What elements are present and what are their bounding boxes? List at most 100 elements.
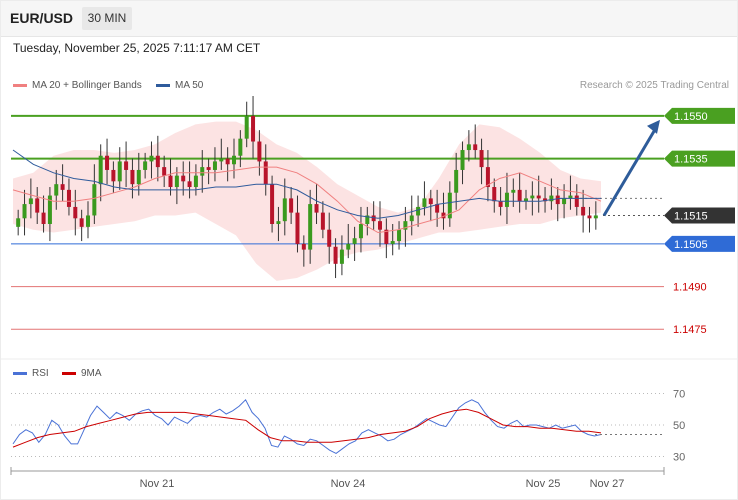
candle-body — [435, 204, 440, 213]
candle-body — [466, 144, 471, 151]
candle-body — [543, 198, 548, 202]
candle-body — [530, 195, 535, 199]
candle-body — [22, 204, 27, 219]
candle-body — [441, 212, 446, 219]
candle-body — [568, 195, 573, 199]
candle-body — [409, 215, 414, 222]
candle-body — [181, 175, 186, 182]
candle-body — [378, 221, 382, 230]
candle-body — [219, 158, 224, 162]
candle-body — [352, 238, 357, 244]
candle-body — [79, 218, 84, 227]
candle-body — [492, 187, 497, 202]
candle-body — [143, 161, 148, 170]
chart-datetime: Tuesday, November 25, 2025 7:11:17 AM CE… — [13, 41, 261, 55]
bollinger-band-area — [13, 121, 601, 281]
rsi-tick-30: 30 — [673, 452, 685, 464]
candle-body — [581, 206, 586, 216]
candle-body — [479, 150, 484, 168]
candle-body — [257, 141, 262, 162]
candle-body — [66, 189, 71, 207]
candle-body — [295, 212, 300, 244]
candle-body — [136, 169, 141, 185]
candle-body — [390, 241, 395, 244]
ma50-label: MA 50 — [175, 80, 204, 91]
rsi-tick-70: 70 — [673, 388, 685, 400]
candle-body — [289, 198, 294, 213]
level-label-1.1490: 1.1490 — [673, 282, 707, 294]
candle-body — [270, 184, 275, 224]
candle-body — [124, 161, 129, 170]
candle-body — [555, 195, 560, 205]
candle-body — [117, 161, 122, 182]
candle-body — [200, 167, 205, 176]
candle-body — [549, 195, 554, 202]
candle-body — [282, 198, 287, 222]
level-label-1.1475: 1.1475 — [673, 324, 707, 336]
timeframe-button[interactable]: 30 MIN — [82, 7, 132, 30]
level-tag-1.1535 — [664, 150, 735, 167]
legend-ma20: MA 20 + Bollinger Bands — [13, 80, 142, 91]
level-label-1.1550: 1.1550 — [674, 111, 708, 123]
candle-body — [130, 169, 135, 185]
candle-body — [276, 221, 281, 224]
candle-body — [168, 175, 173, 188]
ma20-label: MA 20 + Bollinger Bands — [32, 80, 142, 91]
level-tag-1.1550 — [664, 107, 735, 124]
candle-body — [511, 189, 516, 193]
ma20-line — [12, 166, 602, 234]
forecast-arrow-shaft — [602, 127, 658, 217]
candle-body — [504, 192, 509, 207]
candle-body — [358, 224, 363, 239]
candle-body — [60, 184, 65, 190]
candle-body — [92, 184, 97, 216]
candle-body — [397, 229, 402, 242]
candle-body — [308, 204, 313, 250]
candle-body — [365, 215, 370, 224]
symbol-title: EUR/USD — [10, 10, 74, 26]
candle-body — [524, 198, 528, 202]
candle-body — [517, 189, 522, 202]
candle-body — [28, 198, 33, 205]
rsi-label: RSI — [32, 368, 49, 379]
candle-body — [593, 215, 598, 219]
candle-body — [225, 158, 230, 165]
candle-body — [428, 198, 433, 205]
candle-body — [105, 155, 110, 170]
candle-body — [460, 150, 465, 170]
candle-body — [86, 215, 90, 227]
candle-body — [187, 181, 192, 188]
legend-ma50: MA 50 — [156, 80, 203, 91]
candle-body — [263, 161, 268, 185]
research-credit: Research © 2025 Trading Central — [579, 80, 729, 91]
legend-rsi: RSI — [13, 368, 49, 379]
candle-body — [447, 192, 452, 219]
ma20-swatch — [13, 83, 27, 87]
candle-body — [301, 243, 306, 250]
candle-body — [251, 115, 256, 142]
candle-body — [73, 206, 78, 219]
candle-body — [587, 215, 592, 219]
candle-body — [244, 115, 249, 139]
candle-body — [206, 167, 211, 170]
candle-body — [162, 167, 167, 176]
candle-body — [35, 198, 40, 213]
candle-body — [54, 184, 59, 196]
candle-body — [149, 155, 154, 162]
candle-body — [232, 155, 236, 165]
candle-body — [111, 169, 116, 182]
x-tick-Nov-21: Nov 21 — [140, 478, 175, 490]
ma50-swatch — [156, 83, 170, 87]
candle-body — [422, 198, 427, 207]
candle-body — [98, 155, 103, 185]
candle-body — [174, 175, 179, 188]
x-tick-Nov-24: Nov 24 — [331, 478, 366, 490]
candle-body — [485, 167, 490, 188]
candle-body — [212, 161, 217, 170]
candle-body — [339, 249, 344, 264]
candle-body — [41, 212, 46, 224]
candle-body — [314, 204, 319, 213]
rsi-ma-swatch — [62, 371, 76, 375]
rsi-tick-50: 50 — [673, 420, 685, 432]
